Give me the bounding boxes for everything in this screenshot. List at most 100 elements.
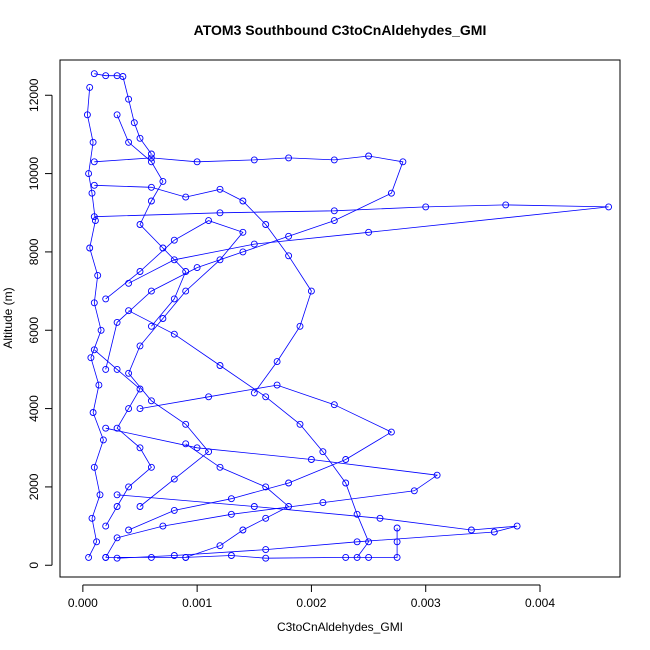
data-point — [136, 268, 144, 275]
data-point — [85, 553, 93, 561]
data-point — [102, 365, 110, 373]
data-point — [125, 405, 133, 413]
data-point — [262, 483, 270, 491]
x-tick-label: 0.002 — [296, 596, 326, 610]
data-point — [502, 201, 510, 209]
data-point — [125, 483, 133, 491]
data-point — [285, 503, 293, 510]
data-point — [205, 448, 213, 456]
data-point — [239, 248, 247, 256]
series — [102, 424, 441, 561]
series — [90, 152, 407, 373]
data-point — [136, 134, 144, 142]
data-point — [330, 401, 338, 409]
data-point — [95, 381, 103, 389]
data-point — [193, 264, 201, 272]
data-point — [353, 538, 361, 546]
data-point — [125, 138, 133, 146]
data-point — [262, 221, 270, 228]
data-point — [113, 424, 121, 432]
data-point — [216, 542, 224, 550]
data-point — [250, 389, 258, 397]
series — [90, 346, 155, 530]
data-point — [262, 393, 270, 401]
data-point — [387, 189, 395, 197]
data-point — [250, 503, 258, 510]
data-point — [113, 503, 121, 510]
data-point — [136, 342, 144, 350]
data-point — [170, 236, 178, 244]
data-point — [86, 244, 94, 252]
data-point — [147, 287, 155, 295]
y-tick-label: 10000 — [27, 157, 41, 191]
data-point — [90, 463, 98, 471]
data-point — [89, 409, 97, 416]
data-point — [85, 170, 93, 178]
series-line — [116, 114, 187, 327]
data-point — [490, 528, 498, 536]
data-point — [273, 358, 281, 366]
data-point — [99, 436, 107, 444]
data-point — [285, 232, 293, 240]
data-point — [285, 252, 293, 260]
series — [90, 201, 613, 287]
data-point — [102, 553, 110, 561]
series-line — [185, 443, 290, 558]
data-point — [93, 538, 101, 546]
data-point — [102, 424, 110, 432]
data-point — [102, 295, 110, 303]
data-point — [227, 495, 235, 503]
data-point — [273, 381, 281, 389]
x-tick-label: 0.004 — [525, 596, 555, 610]
data-point — [113, 111, 121, 119]
data-point — [147, 397, 155, 405]
data-point — [113, 554, 121, 562]
data-point — [193, 444, 201, 452]
data-point — [113, 318, 121, 326]
data-point — [136, 444, 144, 452]
series-line — [94, 349, 152, 527]
data-point — [250, 156, 258, 164]
data-point — [88, 189, 96, 197]
data-point — [216, 256, 224, 264]
data-point — [119, 73, 127, 80]
x-tick-label: 0.001 — [182, 596, 212, 610]
data-point — [239, 526, 247, 534]
series-line — [105, 427, 439, 558]
data-point — [216, 362, 224, 369]
data-point — [147, 463, 155, 471]
y-tick-label: 0 — [27, 562, 41, 569]
data-point — [147, 197, 155, 205]
data-point — [125, 307, 133, 315]
series — [125, 381, 395, 534]
data-point — [513, 522, 521, 530]
data-point — [170, 330, 178, 338]
data-point — [193, 158, 201, 166]
data-point — [285, 154, 293, 162]
data-point — [433, 471, 441, 479]
data-point — [296, 322, 304, 330]
data-point — [159, 315, 167, 322]
data-point — [216, 209, 224, 217]
data-point — [182, 268, 190, 275]
data-point — [285, 479, 293, 487]
data-point — [130, 119, 138, 127]
data-point — [97, 326, 105, 334]
data-point — [182, 553, 190, 561]
data-point — [319, 448, 327, 456]
data-point — [262, 546, 270, 554]
data-point — [365, 538, 373, 546]
data-point — [113, 491, 121, 499]
data-point — [147, 322, 155, 330]
data-point — [90, 70, 98, 78]
data-point — [147, 154, 155, 162]
x-tick-label: 0.003 — [411, 596, 441, 610]
data-point — [170, 552, 178, 559]
series-line — [117, 494, 518, 559]
data-point — [125, 526, 133, 534]
series — [125, 307, 373, 561]
data-point — [102, 72, 110, 80]
data-point — [365, 553, 373, 561]
y-tick-label: 8000 — [27, 238, 41, 265]
data-point — [147, 150, 155, 158]
